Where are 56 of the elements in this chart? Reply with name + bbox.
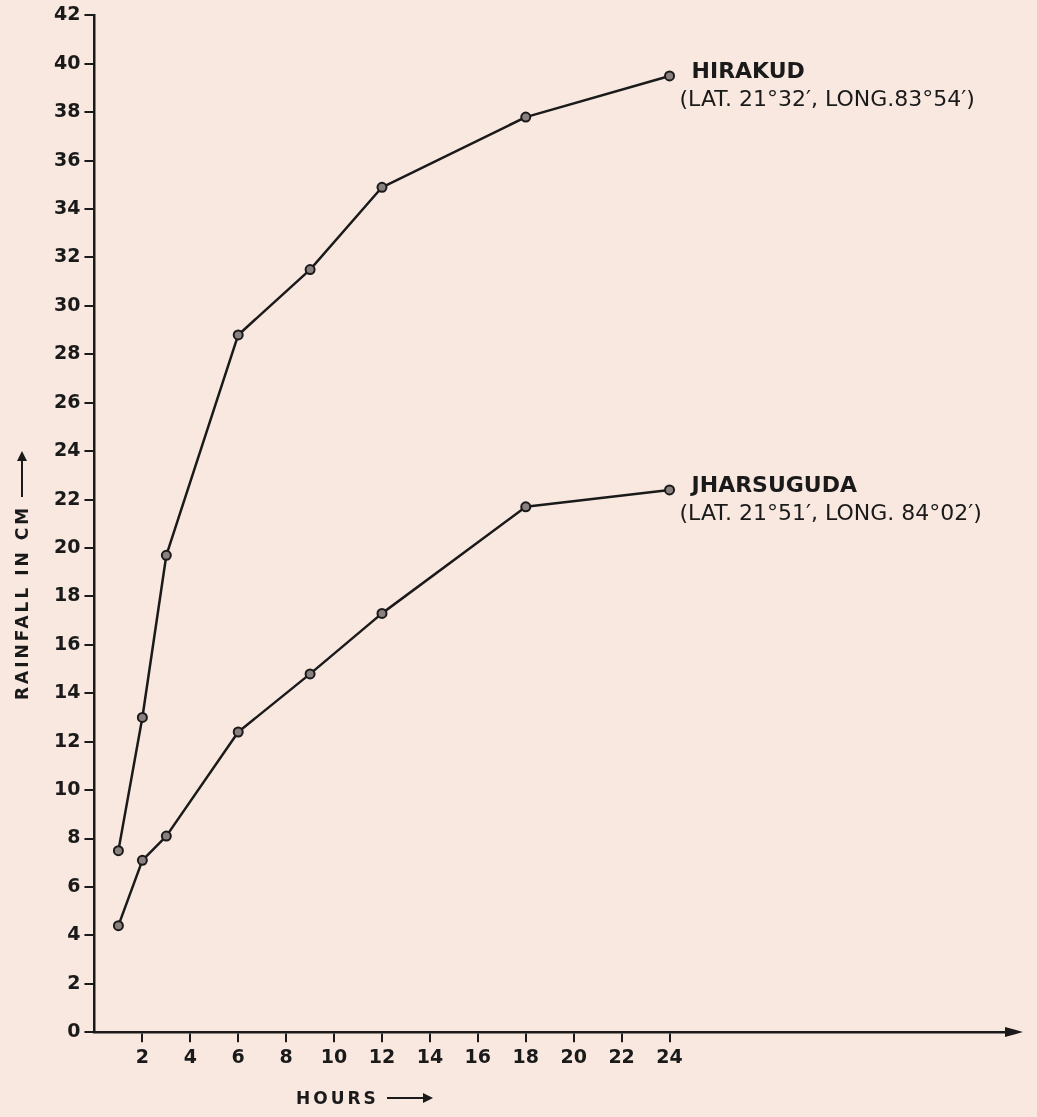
point [664, 70, 676, 82]
point [520, 501, 532, 513]
y-tick-label: 30 [53, 292, 81, 315]
x-tick-label: 14 [416, 1044, 444, 1067]
point [304, 264, 316, 276]
point [304, 668, 316, 680]
y-tick-label: 4 [67, 922, 81, 945]
series-label: HIRAKUD [691, 57, 805, 83]
y-tick-label: 38 [53, 99, 81, 122]
x-tick-label: 16 [464, 1044, 492, 1067]
point [136, 854, 148, 866]
x-tick-label: 24 [656, 1044, 683, 1067]
point [376, 607, 388, 619]
y-tick-label: 42 [53, 2, 81, 25]
point [664, 484, 676, 496]
y-axis-title: RAINFALL IN CM [12, 504, 32, 700]
y-tick-label: 26 [53, 389, 81, 412]
y-tick-label: 2 [67, 970, 81, 993]
y-tick-label: 24 [53, 438, 81, 461]
y-tick-label: 10 [53, 777, 81, 800]
y-tick-label: 16 [53, 631, 81, 654]
series-label: JHARSUGUDA [689, 471, 858, 497]
y-tick-label: 6 [67, 873, 81, 896]
x-tick-label: 22 [608, 1044, 635, 1067]
point [160, 830, 172, 842]
y-tick-label: 18 [53, 583, 81, 606]
point [112, 920, 124, 932]
point [520, 111, 532, 123]
point [160, 549, 172, 561]
x-tick-label: 4 [183, 1044, 197, 1067]
y-tick-label: 34 [53, 196, 81, 219]
y-tick-label: 40 [53, 50, 81, 73]
y-tick-label: 22 [53, 486, 81, 509]
annotation: (LAT. 21°51′, LONG. 84°02′) [679, 499, 982, 525]
x-axis-title: HOURS [296, 1088, 379, 1108]
y-tick-label: 20 [53, 534, 81, 557]
x-tick-label: 12 [368, 1044, 396, 1067]
point [136, 711, 148, 723]
x-tick-label: 20 [560, 1044, 587, 1067]
y-tick-label: 8 [67, 825, 81, 848]
point [112, 845, 124, 857]
y-tick-label: 14 [53, 680, 81, 703]
y-tick-label: 0 [67, 1019, 81, 1042]
x-tick-label: 2 [135, 1044, 149, 1067]
x-tick-label: 18 [512, 1044, 539, 1067]
y-tick-label: 32 [53, 244, 81, 267]
y-tick-label: 28 [53, 341, 81, 364]
point [232, 726, 244, 738]
x-tick-label: 10 [320, 1044, 348, 1067]
x-tick-label: 8 [279, 1044, 293, 1067]
point [376, 181, 388, 193]
point [232, 329, 244, 341]
y-tick-label: 36 [53, 147, 81, 170]
annotation: (LAT. 21°32′, LONG.83°54′) [679, 85, 975, 111]
x-tick-label: 6 [231, 1044, 245, 1067]
y-tick-label: 12 [53, 728, 81, 751]
